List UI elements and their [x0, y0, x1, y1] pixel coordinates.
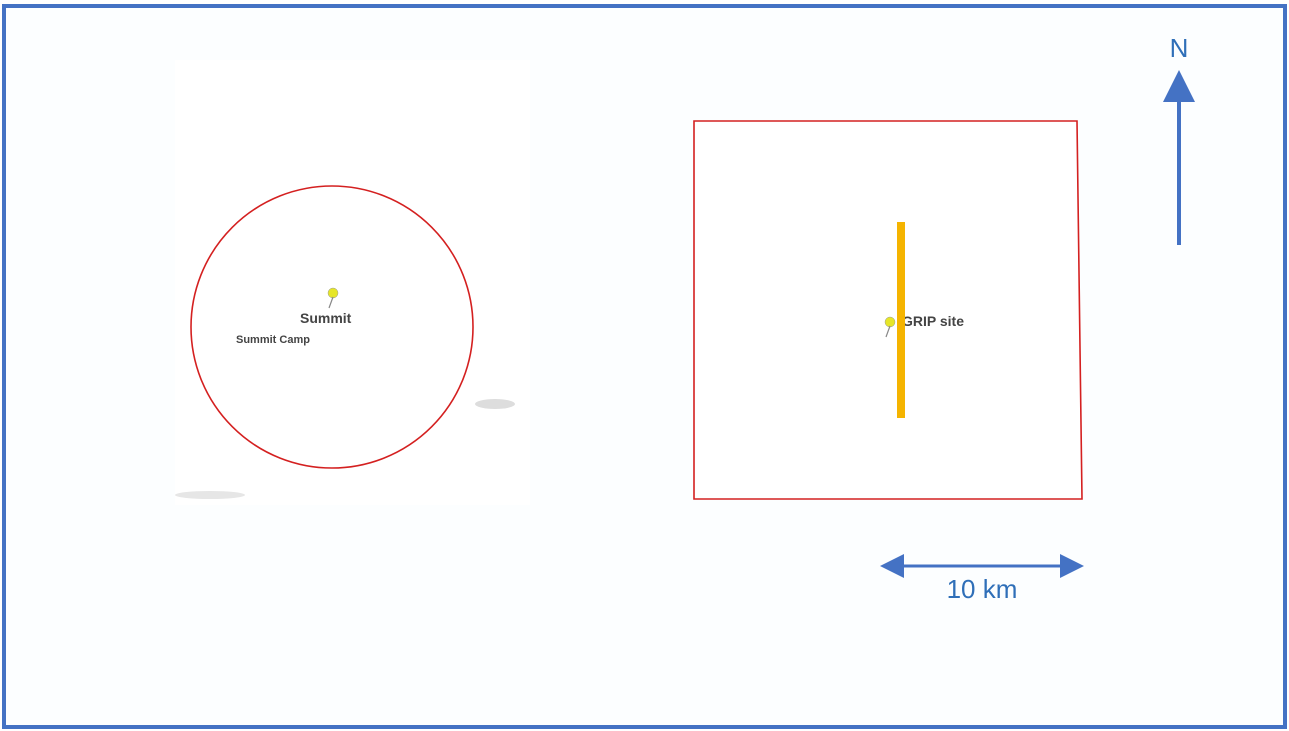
scale-label: 10 km	[947, 574, 1018, 604]
pin	[884, 316, 896, 338]
pin	[327, 287, 339, 309]
map-tile-left	[175, 60, 530, 505]
grip-square	[693, 120, 1083, 500]
terrain-patch	[475, 399, 515, 409]
summit-label: Summit	[300, 310, 352, 326]
grip-label: GRIP site	[902, 313, 964, 329]
summit-circle	[190, 185, 474, 469]
camp-label: Summit Camp	[236, 334, 310, 346]
terrain-patch	[175, 491, 245, 499]
north-label: N	[1170, 33, 1189, 63]
